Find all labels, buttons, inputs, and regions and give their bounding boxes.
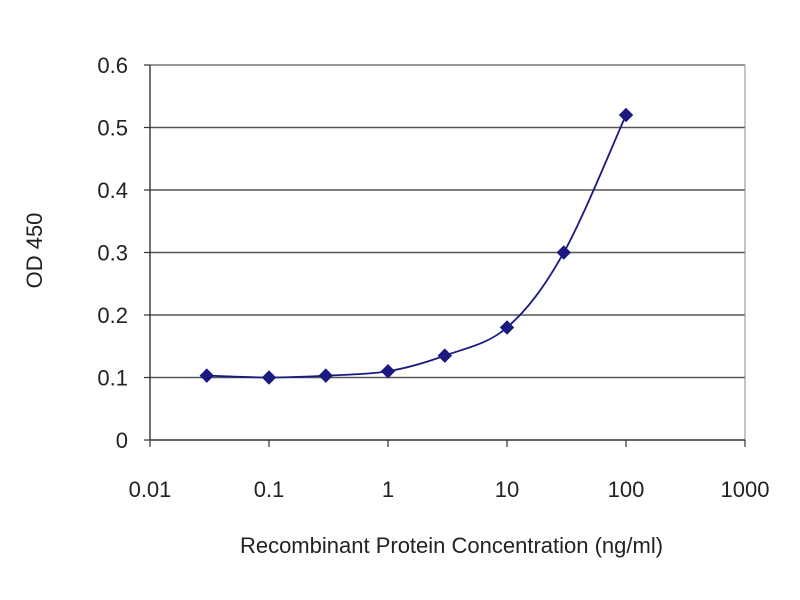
y-tick-label-6: 0.6 (97, 53, 128, 78)
y-tick-label-2: 0.2 (97, 303, 128, 328)
grid-layer (150, 64, 745, 379)
data-point-0-5 (499, 320, 515, 335)
labels-layer: Recombinant Protein Concentration (ng/ml… (22, 53, 769, 558)
x-tick-label-1: 0.1 (254, 477, 285, 502)
x-tick-label-2: 1 (382, 477, 394, 502)
x-tick-label-5: 1000 (721, 477, 770, 502)
x-tick-label-3: 10 (495, 477, 519, 502)
y-axis-title: OD 450 (22, 213, 47, 289)
data-point-0-4 (437, 348, 452, 363)
y-tick-label-3: 0.3 (97, 241, 128, 266)
x-axis-title: Recombinant Protein Concentration (ng/ml… (240, 533, 663, 558)
data-point-0-2 (318, 368, 333, 383)
y-tick-label-0: 0 (116, 428, 128, 453)
axes-layer (144, 64, 746, 447)
data-point-0-0 (199, 368, 214, 383)
y-tick-label-4: 0.4 (97, 178, 128, 203)
series-layer (199, 107, 634, 385)
y-tick-label-5: 0.5 (97, 116, 128, 141)
x-tick-label-0: 0.01 (129, 477, 172, 502)
data-point-0-6 (556, 245, 571, 260)
y-tick-label-1: 0.1 (97, 366, 128, 391)
x-tick-label-4: 100 (608, 477, 645, 502)
data-point-0-1 (261, 370, 277, 385)
data-point-0-7 (618, 107, 634, 123)
data-point-0-3 (380, 364, 396, 379)
